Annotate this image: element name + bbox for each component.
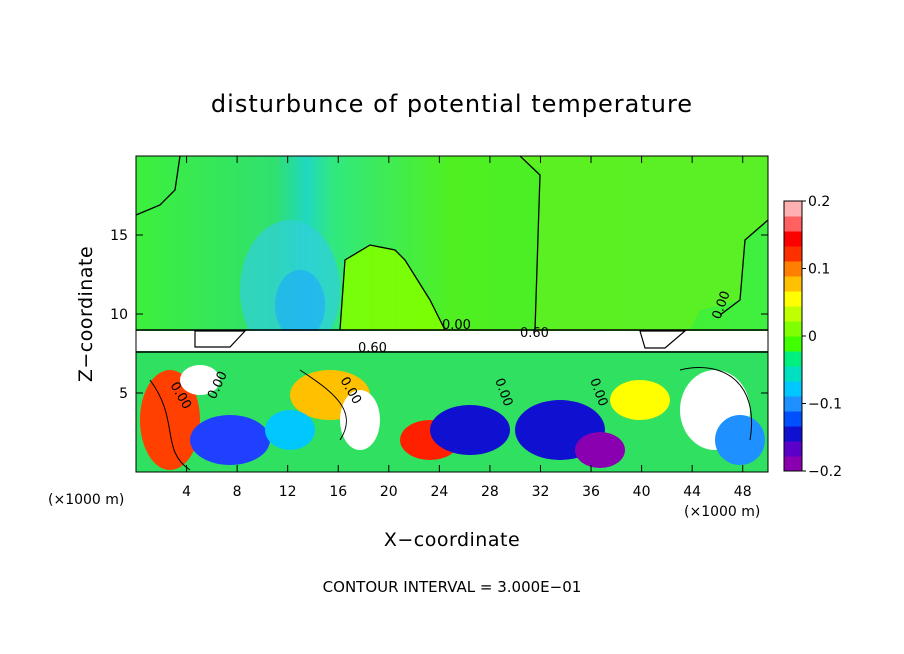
colorbar-swatch [784,441,802,457]
chart-title: disturbunce of potential temperature [211,90,693,118]
colorbar-tick-label: 0.1 [808,262,830,278]
colorbar-ticks: 0.2 0.1 0 −0.1 −0.2 [802,194,842,480]
colorbar-swatch [784,231,802,247]
y-tick-label: 5 [119,386,128,402]
colorbar-swatch [784,426,802,442]
contour-upper-far-right [719,219,768,316]
upper-yellow-region-right [520,156,768,330]
x-tick-label: 28 [481,484,499,500]
colorbar-tick-label: −0.2 [808,464,842,480]
colorbar-swatch [784,396,802,412]
lower-blob-10 [715,415,765,465]
band-wedge-left [194,330,247,348]
lower-blob-12 [265,410,315,450]
lower-blob-2 [190,415,270,465]
upper-blue-plume [275,270,325,340]
colorbar-swatch [784,456,802,472]
y-tick-label: 15 [110,228,128,244]
colorbar-swatch [784,276,802,292]
lower-blob-13 [575,432,625,468]
colorbar-tick-label: 0 [808,329,817,345]
x-tick-label: 44 [683,484,701,500]
x-unit-right: (×1000 m) [684,504,760,520]
colorbar-swatch [784,291,802,307]
colorbar-swatch [784,306,802,322]
x-tick-label: 24 [430,484,448,500]
x-tick-label: 32 [532,484,550,500]
colorbar-swatch [784,411,802,427]
upper-yellow-region [340,245,445,330]
x-tick-label: 16 [329,484,347,500]
colorbar-swatch [784,351,802,367]
colorbar-tick-label: −0.1 [808,397,842,413]
y-axis: 5 10 15 [110,228,768,402]
x-tick-label: 48 [734,484,752,500]
lower-contour-c [679,367,752,441]
x-tick-label: 36 [582,484,600,500]
colorbar-swatch [784,336,802,352]
x-tick-label: 40 [633,484,651,500]
lower-contour-b [299,369,347,441]
y-tick-label: 10 [110,307,128,323]
colorbar-tick-label: 0.2 [808,194,830,210]
x-tick-label: 4 [182,484,191,500]
colorbar-swatch [784,216,802,232]
x-tick-label: 12 [279,484,297,500]
colorbar-swatch [784,246,802,262]
lower-blob-6 [430,405,510,455]
lower-blob-11 [180,365,220,395]
colorbar-swatch [784,381,802,397]
lower-blob-8 [610,380,670,420]
colorbar [783,200,803,472]
colorbar-swatch [784,366,802,382]
colorbar-swatch [784,201,802,217]
lower-contour-a [149,379,191,471]
lower-blob-4 [340,390,380,450]
transition-band [136,331,768,351]
colorbar-swatch [784,321,802,337]
x-unit-left: (×1000 m) [48,492,124,508]
x-tick-label: 20 [380,484,398,500]
x-axis-label: X−coordinate [384,529,520,551]
contour-upper-right [519,156,541,331]
contour-interval-note: CONTOUR INTERVAL = 3.000E−01 [323,578,582,596]
plot-area: 0.00 0.60 0.60 0.00 0.00 0.00 0.00 0.00 … [136,156,768,472]
contour-upper-left [136,156,181,216]
contour-label-0-60-right: 0.60 [520,326,549,341]
contour-upper-mid [339,244,446,331]
contour-label-0-60-left: 0.60 [358,341,387,356]
colorbar-swatch [784,261,802,277]
x-axis: 4 8 12 16 20 24 28 32 36 40 44 48 [182,156,752,500]
y-axis-label: Z−coordinate [75,246,97,382]
contour-label-0-00-center: 0.00 [442,318,471,333]
x-tick-label: 8 [233,484,242,500]
band-wedge-right [639,330,687,349]
lower-blob-1 [140,370,200,470]
